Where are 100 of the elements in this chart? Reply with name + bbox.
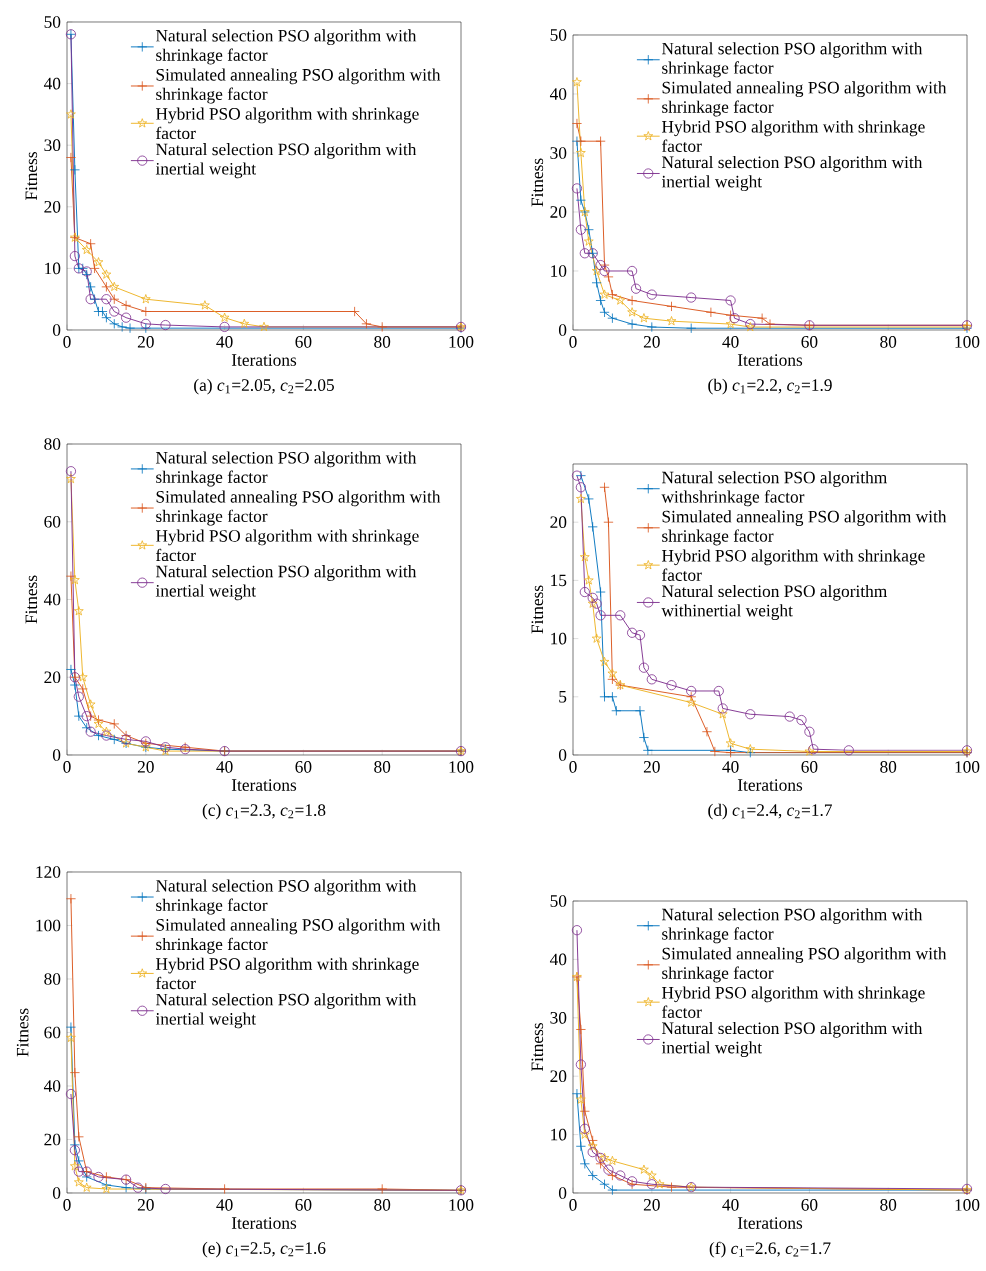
y-tick-label: 40: [549, 88, 567, 100]
x-tick-label: 60: [801, 336, 818, 348]
y-axis-title: Fitness: [25, 152, 38, 201]
y-tick-label: 50: [44, 16, 61, 28]
legend-label: Hybrid PSO algorithm with shrinkage factor: [661, 549, 925, 581]
y-tick-label: 20: [44, 200, 61, 213]
legend-label: Simulated annealing PSO algorithm with shrinkage factor: [156, 918, 441, 954]
y-tick-label: 0: [52, 749, 61, 761]
y-tick-label: 20: [44, 1133, 61, 1146]
y-tick-label: 80: [44, 973, 61, 985]
x-tick-label: 40: [216, 1199, 233, 1211]
x-tick-label: 40: [216, 336, 233, 348]
x-tick-label: 100: [955, 761, 980, 773]
x-tick-label: 80: [374, 1199, 391, 1211]
legend-label: Natural selection PSO algorithm with inertial weight: [155, 143, 417, 179]
y-tick-label: 0: [558, 749, 567, 761]
text: (e) c$_{1}$=2.5, c$_{2}$=1.6: [202, 1241, 326, 1258]
legend-label: Natural selection PSO algorithm withshrinkage factor: [661, 471, 887, 507]
legend-label: Natural selection PSO algorithm with inertial weight: [661, 155, 923, 192]
legend-label: Natural selection PSO algorithm with shrinkage factor: [661, 908, 923, 944]
x-tick-label: 40: [722, 1199, 739, 1211]
y-axis-title: Fitness: [25, 575, 38, 624]
text: (b) c$_{1}$=2.2, c$_{2}$=1.9: [708, 378, 832, 395]
x-tick-label: 40: [722, 336, 739, 348]
legend-label: Simulated annealing PSO algorithm with shrinkage factor: [662, 510, 947, 546]
legend-label: Natural selection PSO algorithm with shrinkage factor: [155, 451, 417, 487]
y-axis-title: Fitness: [531, 158, 544, 207]
x-tick-label: 100: [955, 1199, 980, 1211]
legend-label: Simulated annealing PSO algorithm with shrinkage factor: [156, 68, 441, 104]
text: (a) c$_{1}$=2.05, c$_{2}$=2.05: [194, 378, 334, 395]
legend-label: Natural selection PSO algorithm with inertial weight: [661, 1021, 923, 1058]
y-tick-label: 20: [44, 671, 61, 684]
y-tick-label: 50: [550, 29, 567, 41]
x-tick-label: 20: [137, 336, 154, 348]
y-tick-label: 5: [559, 691, 567, 703]
x-axis-title: Iterations: [231, 1217, 297, 1229]
y-tick-label: 40: [43, 1080, 61, 1092]
x-tick-label: 0: [569, 1199, 577, 1211]
x-tick-label: 0: [569, 761, 577, 773]
x-tick-label: 80: [880, 336, 897, 348]
x-tick-label: 80: [374, 761, 391, 773]
legend-label: Natural selection PSO algorithm with inertial weight: [155, 565, 417, 601]
x-axis-title: Iterations: [231, 354, 297, 366]
y-tick-label: 20: [550, 206, 567, 218]
x-axis-title: Iterations: [737, 354, 803, 366]
x-tick-label: 0: [63, 336, 71, 348]
x-tick-label: 100: [449, 336, 474, 348]
x-tick-label: 100: [955, 336, 980, 348]
x-tick-label: 60: [295, 1199, 312, 1211]
y-tick-label: 10: [551, 265, 567, 277]
legend-label: Hybrid PSO algorithm with shrinkage factor: [155, 529, 419, 562]
legend-label: Simulated annealing PSO algorithm with shrinkage factor: [662, 81, 947, 117]
y-tick-label: 0: [52, 324, 61, 336]
text: (f) c$_{1}$=2.6, c$_{2}$=1.7: [709, 1241, 831, 1258]
legend-label: Hybrid PSO algorithm with shrinkage factor: [155, 957, 419, 990]
y-tick-label: 30: [44, 139, 61, 152]
y-tick-label: 40: [43, 77, 61, 90]
x-tick-label: 20: [643, 336, 660, 348]
x-tick-label: 60: [801, 761, 818, 773]
y-axis-title: Fitness: [531, 585, 544, 634]
legend-label: Simulated annealing PSO algorithm with shrinkage factor: [156, 490, 441, 526]
y-tick-label: 20: [550, 1070, 567, 1083]
legend-label: Hybrid PSO algorithm with shrinkage factor: [661, 986, 925, 1018]
x-tick-label: 60: [295, 336, 312, 348]
legend-label: Natural selection PSO algorithm with inertial weight: [155, 993, 417, 1029]
y-tick-label: 80: [44, 438, 61, 450]
y-tick-label: 100: [36, 919, 61, 932]
x-tick-label: 40: [216, 761, 233, 773]
x-axis-title: Iterations: [231, 779, 297, 791]
x-axis-title: Iterations: [737, 1217, 803, 1229]
y-tick-label: 10: [551, 632, 567, 645]
y-axis-title: Fitness: [16, 1008, 29, 1057]
y-tick-label: 20: [550, 516, 567, 529]
x-tick-label: 20: [137, 1199, 154, 1211]
x-tick-label: 60: [295, 761, 312, 773]
x-tick-label: 100: [449, 761, 474, 773]
y-tick-label: 0: [52, 1187, 61, 1199]
legend-label: Hybrid PSO algorithm with shrinkage factor: [661, 120, 925, 152]
x-tick-label: 80: [880, 1199, 897, 1211]
y-tick-label: 50: [550, 895, 567, 907]
y-tick-label: 30: [550, 147, 567, 159]
y-tick-label: 0: [558, 324, 567, 336]
legend-label: Natural selection PSO algorithm withinertial weight: [661, 584, 887, 621]
x-tick-label: 40: [722, 761, 739, 773]
legend-label: Natural selection PSO algorithm with shrinkage factor: [661, 42, 923, 78]
y-tick-label: 15: [551, 574, 567, 587]
y-tick-label: 10: [551, 1128, 567, 1141]
y-tick-label: 60: [44, 1026, 61, 1039]
y-axis-title: Fitness: [531, 1023, 544, 1072]
y-tick-label: 0: [558, 1187, 567, 1199]
text: (c) c$_{1}$=2.3, c$_{2}$=1.8: [202, 803, 326, 820]
x-tick-label: 60: [801, 1199, 818, 1211]
x-axis-title: Iterations: [737, 779, 803, 791]
x-tick-label: 20: [137, 761, 154, 773]
x-tick-label: 80: [374, 336, 391, 348]
y-tick-label: 10: [45, 262, 61, 275]
x-tick-label: 20: [643, 1199, 660, 1211]
y-tick-label: 60: [44, 515, 61, 528]
legend-label: Simulated annealing PSO algorithm with shrinkage factor: [662, 947, 947, 983]
y-tick-label: 40: [549, 953, 567, 966]
